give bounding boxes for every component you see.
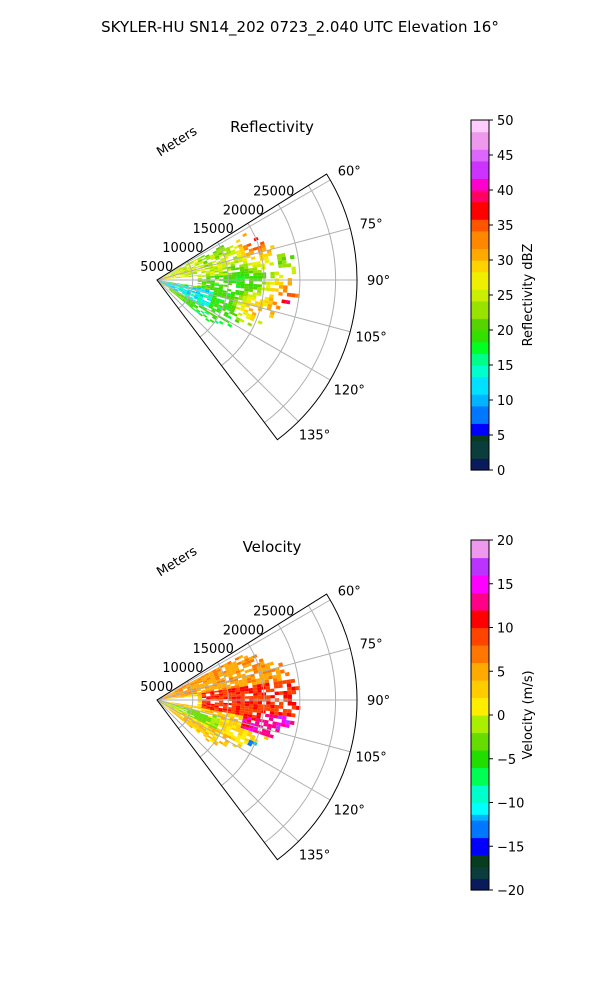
colorbar-tick-label: 5 xyxy=(497,665,505,680)
colorbar-tick-label: 15 xyxy=(497,578,514,593)
radial-tick-label: 20000 xyxy=(223,203,264,218)
angle-tick-label: 60° xyxy=(338,165,361,180)
radial-tick-label: 10000 xyxy=(162,661,203,676)
range-ring xyxy=(242,624,301,815)
colorbar-tick-label: 20 xyxy=(497,534,514,549)
colorbar-tick-label: −20 xyxy=(497,884,524,899)
colorbar-label: Reflectivity dBZ xyxy=(521,244,536,347)
colorbar-tick-label: 0 xyxy=(497,709,505,724)
azimuth-spoke xyxy=(156,699,299,842)
range-ring xyxy=(199,661,229,758)
colorbar-tick-label: 50 xyxy=(497,114,514,129)
radial-tick-label: 15000 xyxy=(193,642,234,657)
angle-tick-label: 120° xyxy=(334,383,365,398)
radial-tick-label: 5000 xyxy=(140,680,173,695)
angle-tick-label: 105° xyxy=(355,331,386,346)
panel-title: Reflectivity xyxy=(230,118,314,136)
radial-tick-label: 25000 xyxy=(253,604,294,619)
colorbar-tick-label: 30 xyxy=(497,254,514,269)
figure-title: SKYLER-HU SN14_202 0723_2.040 UTC Elevat… xyxy=(101,18,499,37)
colorbar-tick-label: 20 xyxy=(497,324,514,339)
colorbar-tick-label: −5 xyxy=(497,753,516,768)
colorbar-tick-label: 10 xyxy=(497,622,514,637)
colorbar-tick-label: 25 xyxy=(497,289,514,304)
angle-tick-label: 60° xyxy=(338,585,361,600)
radial-tick-label: 25000 xyxy=(253,184,294,199)
colorbar-label: Velocity (m/s) xyxy=(521,670,536,759)
azimuth-spoke xyxy=(156,647,351,701)
range-ring xyxy=(199,241,229,338)
radial-axis-label: Meters xyxy=(154,544,200,580)
angle-tick-label: 90° xyxy=(367,694,390,709)
azimuth-spoke xyxy=(156,699,331,801)
radial-axis-label: Meters xyxy=(154,124,200,160)
angle-tick-label: 120° xyxy=(334,803,365,818)
azimuth-spoke xyxy=(156,699,351,753)
azimuth-spoke xyxy=(156,279,351,333)
azimuth-spoke xyxy=(156,279,331,381)
colorbar: 0 5 10 15 20 25 30 35 40 45 50 Reflectivity dBZ xyxy=(470,114,536,479)
range-ring xyxy=(242,204,301,395)
sector-frame xyxy=(156,173,358,441)
range-ring xyxy=(178,680,194,729)
velocity-panel: Velocity 5000 10000 15000 20000 25000 Meters 60… xyxy=(140,534,536,899)
panel-title: Velocity xyxy=(243,538,302,556)
colorbar-tick-label: 5 xyxy=(497,429,505,444)
angle-tick-label: 90° xyxy=(367,274,390,289)
angle-tick-label: 135° xyxy=(299,849,330,864)
azimuth-spoke xyxy=(156,179,331,281)
colorbar-tick-label: 40 xyxy=(497,184,514,199)
colorbar-tick-label: 0 xyxy=(497,464,505,479)
colorbar-tick-label: 45 xyxy=(497,149,514,164)
range-ring xyxy=(178,260,194,309)
angle-tick-label: 75° xyxy=(360,217,383,232)
range-ring xyxy=(264,185,337,424)
colorbar-tick-label: −10 xyxy=(497,797,524,812)
sector-frame xyxy=(156,593,358,861)
radial-tick-label: 10000 xyxy=(162,241,203,256)
azimuth-spoke xyxy=(156,599,331,701)
radial-tick-label: 5000 xyxy=(140,260,173,275)
radial-tick-label: 20000 xyxy=(223,623,264,638)
range-ring xyxy=(221,642,265,786)
colorbar-tick-label: −15 xyxy=(497,840,524,855)
range-ring xyxy=(264,605,337,844)
azimuth-spoke xyxy=(156,227,351,281)
colorbar-tick-label: 35 xyxy=(497,219,514,234)
reflectivity-panel: Reflectivity 5000 10000 15000 20000 25000 Mete… xyxy=(140,114,536,479)
radial-tick-label: 15000 xyxy=(193,222,234,237)
colorbar: −20 −15 −10 −5 0 5 10 15 20 Velocity (m/s) xyxy=(470,534,536,899)
azimuth-spoke xyxy=(156,279,299,422)
angle-tick-label: 75° xyxy=(360,637,383,652)
angle-tick-label: 105° xyxy=(355,751,386,766)
range-ring xyxy=(221,222,265,366)
angle-tick-label: 135° xyxy=(299,429,330,444)
colorbar-tick-label: 10 xyxy=(497,394,514,409)
colorbar-tick-label: 15 xyxy=(497,359,514,374)
